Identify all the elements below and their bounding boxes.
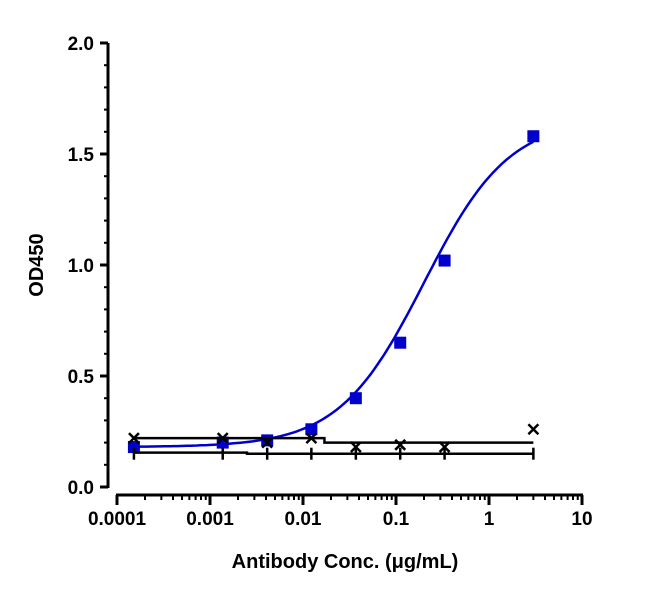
x-tick-label: 0.001 bbox=[186, 509, 234, 530]
series-layer bbox=[127, 130, 540, 460]
axes: 0.0 0.5 1.0 1.5 2.0 0.0001 0.001 0.01 0.1 1 10 bbox=[68, 34, 593, 530]
series-3-fit-line bbox=[133, 451, 534, 455]
series-2-point bbox=[438, 441, 451, 453]
series-2-point bbox=[394, 438, 407, 451]
series-2-point bbox=[216, 432, 229, 445]
series-1-point bbox=[127, 441, 140, 454]
series-2-fit-line bbox=[133, 436, 534, 444]
x-tick-label: 0.0001 bbox=[88, 509, 147, 530]
x-tick-label: 10 bbox=[571, 509, 592, 530]
y-tick-label: 0.5 bbox=[68, 367, 95, 388]
y-tick-label: 2.0 bbox=[68, 34, 94, 55]
series-2-point bbox=[305, 432, 318, 445]
x-tick-label: 1 bbox=[484, 509, 495, 530]
series-2-point bbox=[261, 436, 274, 449]
series-1-point bbox=[394, 336, 407, 349]
series-2-point bbox=[527, 423, 540, 436]
y-axis-title: OD450 bbox=[26, 233, 48, 296]
series-1-point bbox=[349, 392, 362, 405]
x-axis-title: Antibody Conc. (μg/mL) bbox=[232, 551, 459, 573]
series-2-point bbox=[128, 432, 140, 445]
x-tick-label: 0.1 bbox=[383, 509, 410, 530]
series-1-point bbox=[527, 130, 540, 143]
series-1-point bbox=[305, 423, 318, 436]
y-tick-label: 0.0 bbox=[68, 478, 94, 499]
y-tick-label: 1.5 bbox=[68, 145, 95, 166]
x-tick-label: 0.01 bbox=[285, 509, 322, 530]
series-1-fit-curve bbox=[133, 140, 534, 448]
series-1-point bbox=[438, 254, 451, 267]
y-tick-label: 1.0 bbox=[68, 256, 94, 277]
series-1-point bbox=[261, 434, 274, 447]
series-2-point bbox=[349, 441, 362, 453]
